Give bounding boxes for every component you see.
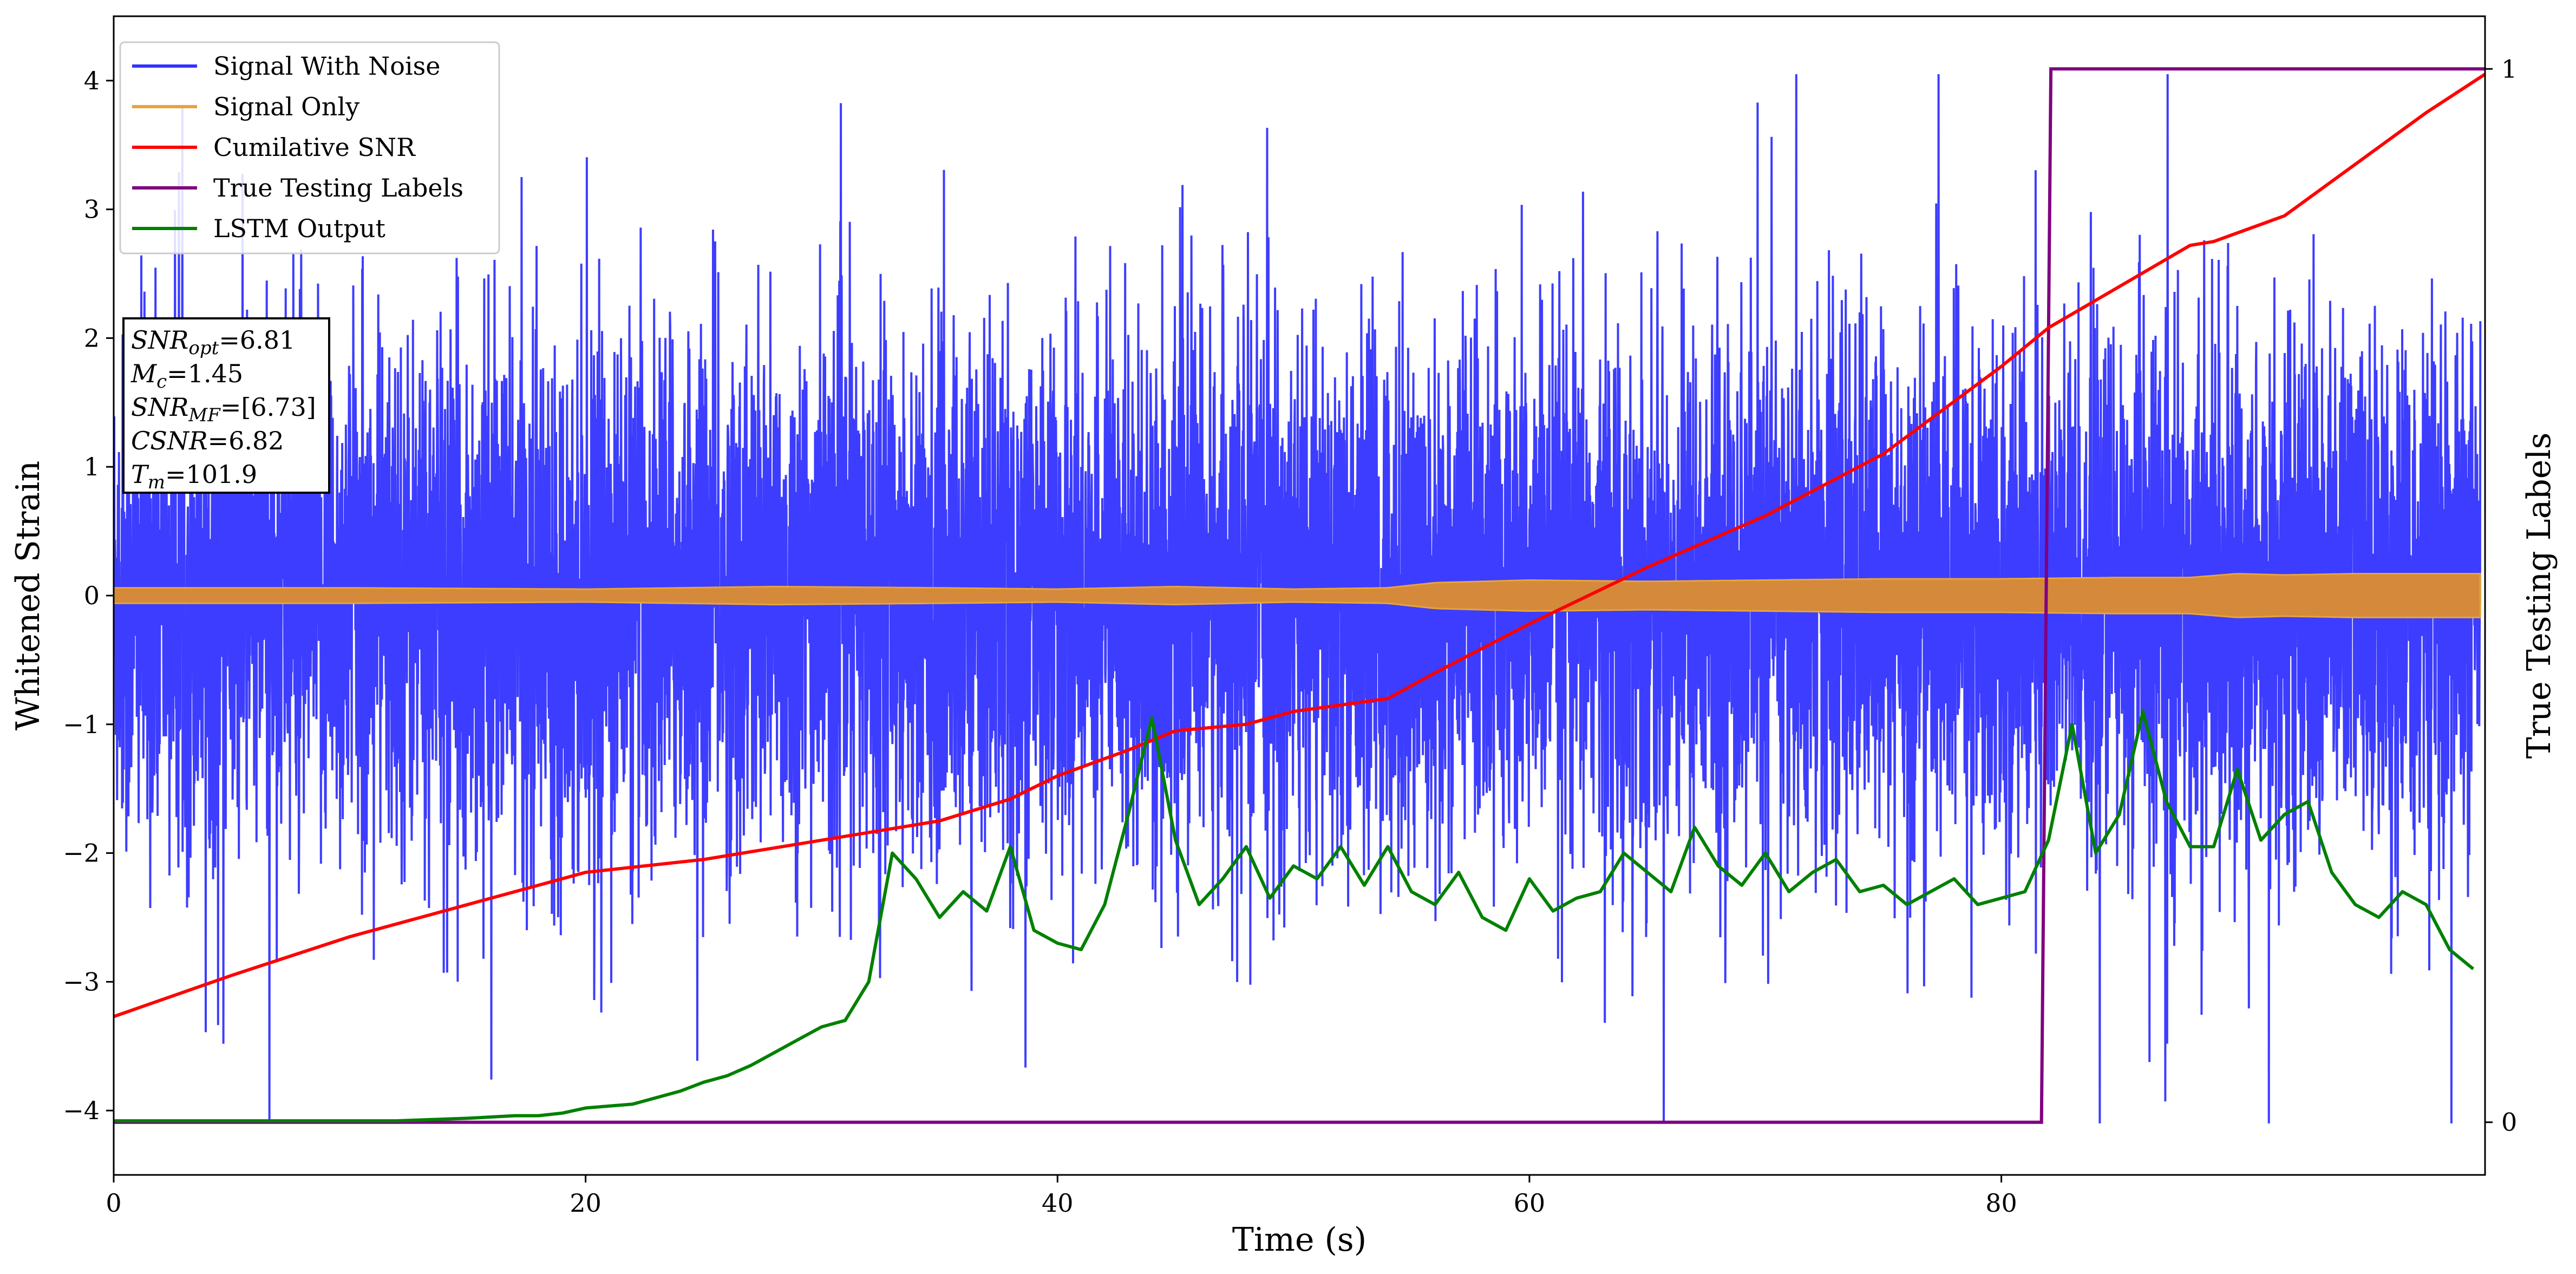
annotation-line: SNRMF=[6.73] xyxy=(131,393,316,426)
annotation-box: SNRopt=6.81Mc=1.45SNRMF=[6.73]CSNR=6.82T… xyxy=(122,317,330,494)
true-testing-labels-line xyxy=(114,67,2485,1124)
x-tick-label: 80 xyxy=(1985,1188,2017,1218)
annotation-line: Tm=101.9 xyxy=(131,460,257,493)
annotation-symbol: SNR xyxy=(131,325,188,355)
lstm-output-line xyxy=(114,710,2475,1123)
annotation-line: SNRopt=6.81 xyxy=(131,325,295,359)
annotation-subscript: opt xyxy=(188,337,219,359)
legend-label: True Testing Labels xyxy=(213,173,463,202)
line-series-group xyxy=(114,67,2485,1124)
cumulative-snr-line xyxy=(114,73,2485,1018)
y2-axis-title: True Testing Labels xyxy=(2520,433,2558,759)
annotation-value: =[6.73] xyxy=(220,393,316,422)
legend-label: Signal Only xyxy=(213,92,359,121)
annotation-value: =6.82 xyxy=(208,426,284,455)
y-tick-label: −1 xyxy=(63,710,100,739)
legend: Signal With Noise Signal Only Cumilative S… xyxy=(119,41,500,254)
legend-box xyxy=(119,41,500,254)
annotation-value: =6.81 xyxy=(219,325,295,355)
annotation-value: =101.9 xyxy=(165,460,257,489)
y-tick-label: −4 xyxy=(63,1096,100,1125)
y2-tick-label: 0 xyxy=(2501,1108,2517,1137)
legend-label: Cumilative SNR xyxy=(213,133,416,162)
x-tick-label: 20 xyxy=(570,1188,601,1218)
annotation-symbol: T xyxy=(131,460,149,489)
signal-only-band xyxy=(114,573,2481,618)
plot-area xyxy=(114,67,2485,1124)
signal-only-series xyxy=(114,573,2481,618)
x-axis-title: Time (s) xyxy=(1232,1221,1367,1259)
y2-tick-label: 1 xyxy=(2501,54,2517,83)
y-tick-label: 1 xyxy=(84,452,100,481)
x-tick-label: 0 xyxy=(106,1188,121,1218)
annotation-subscript: MF xyxy=(188,404,221,426)
legend-label: Signal With Noise xyxy=(213,51,440,81)
y-tick-label: 0 xyxy=(84,581,100,610)
y-tick-label: −3 xyxy=(63,967,100,996)
x-tick-label: 40 xyxy=(1042,1188,1074,1218)
annotation-subscript: c xyxy=(156,371,167,393)
annotation-symbol: CSNR xyxy=(131,426,208,455)
annotation-symbol: M xyxy=(130,359,158,388)
y-tick-label: −2 xyxy=(63,839,100,868)
annotation-frame xyxy=(122,317,330,494)
y-axis-left: −4 −3 −2 −1 0 1 2 3 4 xyxy=(63,66,114,1125)
y-axis-right: 01 xyxy=(2485,54,2517,1137)
annotation-subscript: m xyxy=(148,472,165,493)
x-tick-label: 60 xyxy=(1514,1188,1546,1218)
y-axis-title: Whitened Strain xyxy=(9,461,47,730)
annotation-line: CSNR=6.82 xyxy=(131,426,284,455)
annotation-symbol: SNR xyxy=(131,393,188,422)
annotation-value: =1.45 xyxy=(167,359,243,388)
y-tick-label: 4 xyxy=(84,66,100,95)
x-axis: 0 20 40 60 80 xyxy=(106,1175,2017,1218)
y-tick-label: 2 xyxy=(84,323,100,352)
y-tick-label: 3 xyxy=(84,195,100,224)
annotation-line: Mc=1.45 xyxy=(130,359,243,393)
legend-label: LSTM Output xyxy=(213,214,385,243)
